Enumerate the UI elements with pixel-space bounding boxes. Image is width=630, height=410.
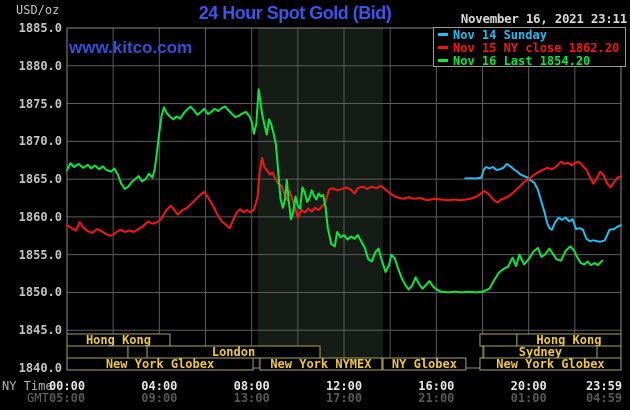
legend-label: Nov 15 NY close 1862.20 — [453, 41, 620, 55]
y-tick-label: 1885.0 — [18, 21, 62, 35]
y-tick-label: 1875.0 — [18, 96, 62, 111]
x-tick-gmt: 05:00 — [48, 391, 86, 405]
y-tick-label: 1865.0 — [18, 172, 62, 187]
kitco-site-link[interactable]: www.kitco.com — [69, 38, 193, 57]
x-tick-gmt: 04:59 — [585, 391, 623, 405]
price-line — [66, 88, 604, 294]
page-title: 24 Hour Spot Gold (Bid) — [198, 3, 392, 23]
y-tick-label: 1880.0 — [18, 58, 62, 73]
session-box — [382, 357, 467, 371]
x-tick-gmt: 09:00 — [141, 391, 178, 405]
session-label: Sydney — [519, 345, 562, 359]
legend-entry: Nov 14 Sunday — [438, 29, 625, 42]
x-tick-gmt: 21:00 — [418, 391, 455, 405]
x-tick-gmt: 01:00 — [510, 391, 547, 405]
y-tick-label: 1850.0 — [18, 285, 62, 300]
session-box — [259, 357, 383, 371]
y-tick-label: 1840.0 — [18, 361, 62, 375]
y-tick-label: 1860.0 — [18, 209, 62, 224]
session-label: New York NYMEX — [270, 357, 372, 371]
session-box — [66, 357, 254, 371]
x-tick-ny-time: 04:00 — [141, 379, 178, 393]
x-tick-ny-time: 08:00 — [233, 379, 270, 393]
session-label: London — [212, 345, 255, 359]
legend-dash-icon — [438, 32, 448, 36]
session-box — [479, 357, 622, 371]
y-tick-label: 1845.0 — [18, 323, 62, 338]
y-tick-label: 1870.0 — [18, 134, 62, 149]
session-label: New York Globex — [496, 357, 604, 371]
session-label: New York Globex — [106, 357, 214, 371]
session-label: Hong Kong — [86, 333, 151, 347]
legend-label: Nov 14 Sunday — [453, 28, 547, 42]
session-label: NY Globex — [392, 357, 457, 371]
legend: Nov 14 Sunday Nov 15 NY close 1862.20 Nov … — [433, 27, 626, 68]
x-tick-ny-time: 00:00 — [48, 379, 86, 393]
legend-dash-icon — [438, 45, 448, 49]
price-line — [464, 163, 622, 243]
x-tick-ny-time: 12:00 — [325, 379, 363, 393]
y-tick-label: 1855.0 — [18, 247, 62, 262]
x-tick-ny-time: 23:59 — [585, 379, 623, 393]
x-axis-primary-label: NY Time — [2, 379, 53, 393]
nymex-session-band — [257, 28, 384, 368]
x-tick-ny-time: 20:00 — [510, 379, 547, 393]
legend-entry: Nov 15 NY close 1862.20 — [438, 42, 625, 55]
datetime-label: November 16, 2021 23:11 — [460, 11, 628, 26]
legend-entry: Nov 16 Last 1854.20 — [438, 55, 625, 68]
legend-label: Nov 16 Last 1854.20 — [453, 54, 591, 68]
x-axis-secondary-label: GMT — [27, 391, 49, 405]
y-axis-unit-label: USD/oz — [16, 3, 60, 17]
session-box — [479, 333, 518, 347]
x-tick-ny-time: 16:00 — [418, 379, 455, 393]
session-label: Hong Kong — [536, 333, 601, 347]
price-line — [66, 157, 622, 237]
legend-dash-icon — [438, 58, 448, 62]
x-tick-gmt: 17:00 — [325, 391, 363, 405]
x-tick-gmt: 13:00 — [233, 391, 270, 405]
